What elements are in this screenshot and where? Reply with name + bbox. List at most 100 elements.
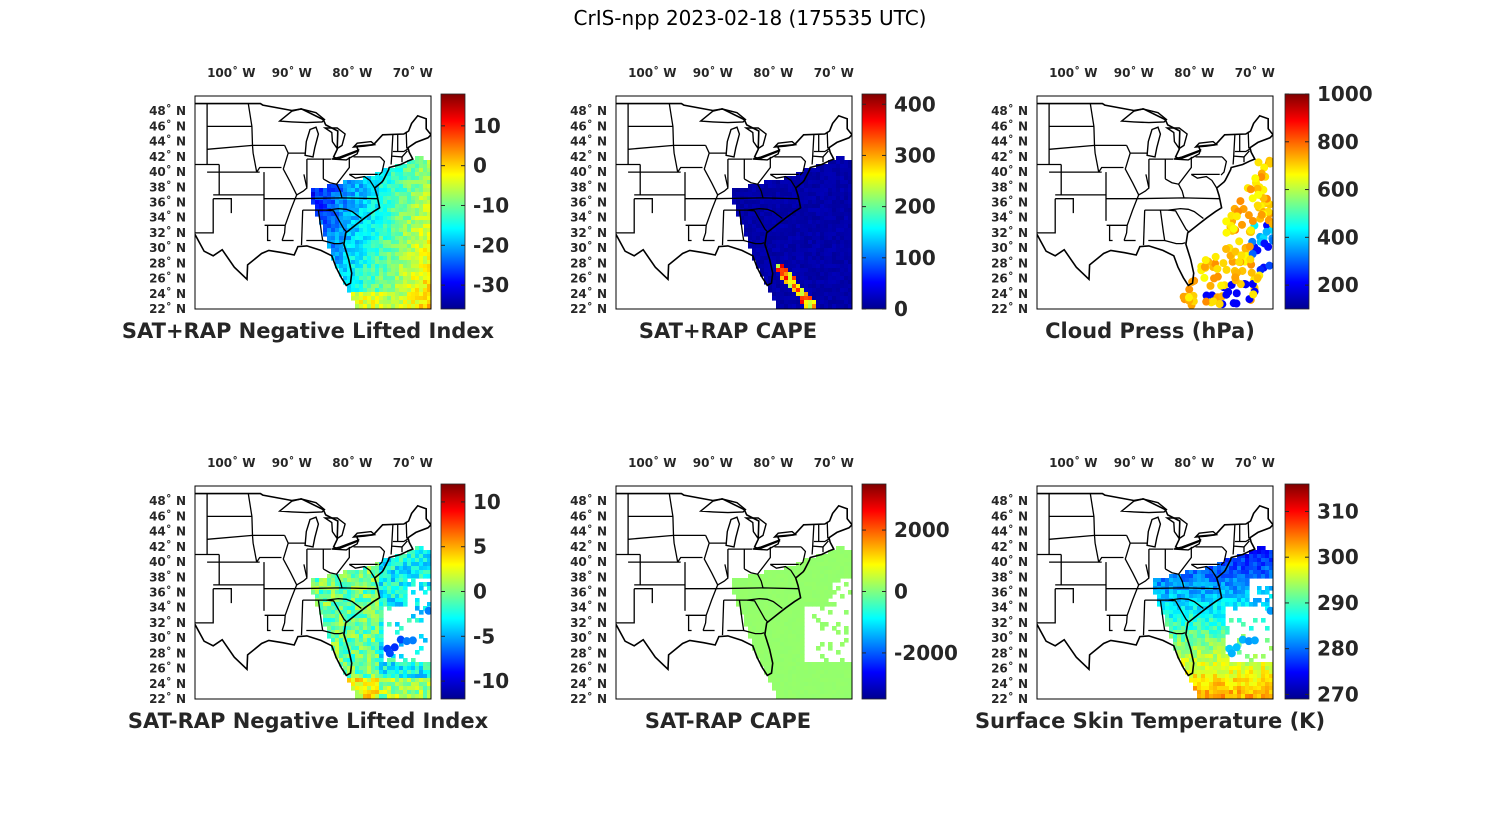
data-cell [415, 276, 420, 281]
data-cell [1209, 670, 1214, 675]
data-cell [335, 622, 340, 627]
data-cell [1173, 622, 1178, 627]
data-cell [1237, 686, 1242, 691]
data-cell [1193, 622, 1198, 627]
data-cell [347, 256, 352, 261]
data-cell [796, 216, 801, 221]
data-cell [840, 570, 845, 575]
data-cell [371, 686, 376, 691]
data-cell [1161, 578, 1166, 583]
data-cell [359, 682, 364, 687]
data-cell [1181, 654, 1186, 659]
data-cell [395, 690, 400, 695]
data-cell [331, 224, 336, 229]
data-cell [327, 236, 332, 241]
data-cell [419, 188, 424, 193]
data-cell [752, 252, 757, 257]
data-cell [1169, 610, 1174, 615]
data-cell [375, 208, 380, 213]
data-cell [828, 192, 833, 197]
data-cell [1257, 694, 1262, 699]
data-cell [1189, 638, 1194, 643]
data-cell [335, 260, 340, 265]
data-cell [351, 212, 356, 217]
data-cell [764, 570, 769, 575]
data-cell [768, 248, 773, 253]
data-cell [776, 272, 781, 277]
data-cell [828, 276, 833, 281]
data-cell [848, 292, 852, 297]
data-cell [752, 618, 757, 623]
data-cell [351, 204, 356, 209]
data-cell [383, 690, 388, 695]
data-cell [796, 212, 801, 217]
data-cell [740, 590, 745, 595]
data-cell [1201, 658, 1206, 663]
data-cell [1241, 686, 1246, 691]
data-cell [415, 570, 420, 575]
data-cell [399, 578, 404, 583]
data-cell [1193, 682, 1198, 687]
lat-tick-label: 38˚ N [991, 569, 1028, 584]
state-border [717, 564, 729, 586]
data-cell [844, 264, 849, 269]
data-cell [784, 264, 789, 269]
data-cell [391, 690, 396, 695]
data-cell [1245, 670, 1250, 675]
data-cell [339, 224, 344, 229]
data-cell [836, 550, 841, 555]
data-cell [327, 200, 332, 205]
data-cell [772, 248, 777, 253]
data-cell [343, 662, 348, 667]
data-cell [415, 252, 420, 257]
data-cell [1245, 602, 1250, 607]
data-cell [1217, 570, 1222, 575]
data-cell [1177, 654, 1182, 659]
data-cell [359, 220, 364, 225]
data-cell [768, 240, 773, 245]
data-cell [355, 276, 360, 281]
data-cell [427, 694, 431, 699]
data-cell [1221, 614, 1226, 619]
data-cell [784, 570, 789, 575]
data-cell [796, 678, 801, 683]
data-cell [371, 606, 376, 611]
data-cell [359, 180, 364, 185]
data-cell [1205, 598, 1210, 603]
data-cell [355, 232, 360, 237]
data-cell [800, 176, 805, 181]
data-cell [844, 204, 849, 209]
data-cell [1253, 562, 1258, 567]
data-cell [780, 594, 785, 599]
data-cell [375, 232, 380, 237]
data-cell [1269, 562, 1273, 567]
lat-tick-label: 24˚ N [991, 286, 1028, 301]
data-cell [752, 626, 757, 631]
data-cell [760, 252, 765, 257]
data-cell [351, 236, 356, 241]
data-cell [836, 268, 841, 273]
data-cell [792, 232, 797, 237]
data-cell [391, 670, 396, 675]
data-cell [780, 670, 785, 675]
data-cell [395, 674, 400, 679]
data-cell [375, 188, 380, 193]
data-cell [1249, 574, 1254, 579]
data-cell [1241, 674, 1246, 679]
data-cell [343, 272, 348, 277]
data-cell [367, 674, 372, 679]
data-cell [427, 196, 431, 201]
data-cell [411, 578, 416, 583]
data-cell [379, 634, 384, 639]
data-cell [411, 204, 416, 209]
data-cell [407, 662, 412, 667]
data-cell [792, 686, 797, 691]
data-cell [379, 626, 384, 631]
data-cell [375, 304, 380, 309]
data-cell [808, 188, 813, 193]
state-border [743, 239, 765, 245]
data-cell [828, 582, 833, 587]
data-cell [403, 220, 408, 225]
state-border [1234, 537, 1251, 543]
data-cell [355, 686, 360, 691]
